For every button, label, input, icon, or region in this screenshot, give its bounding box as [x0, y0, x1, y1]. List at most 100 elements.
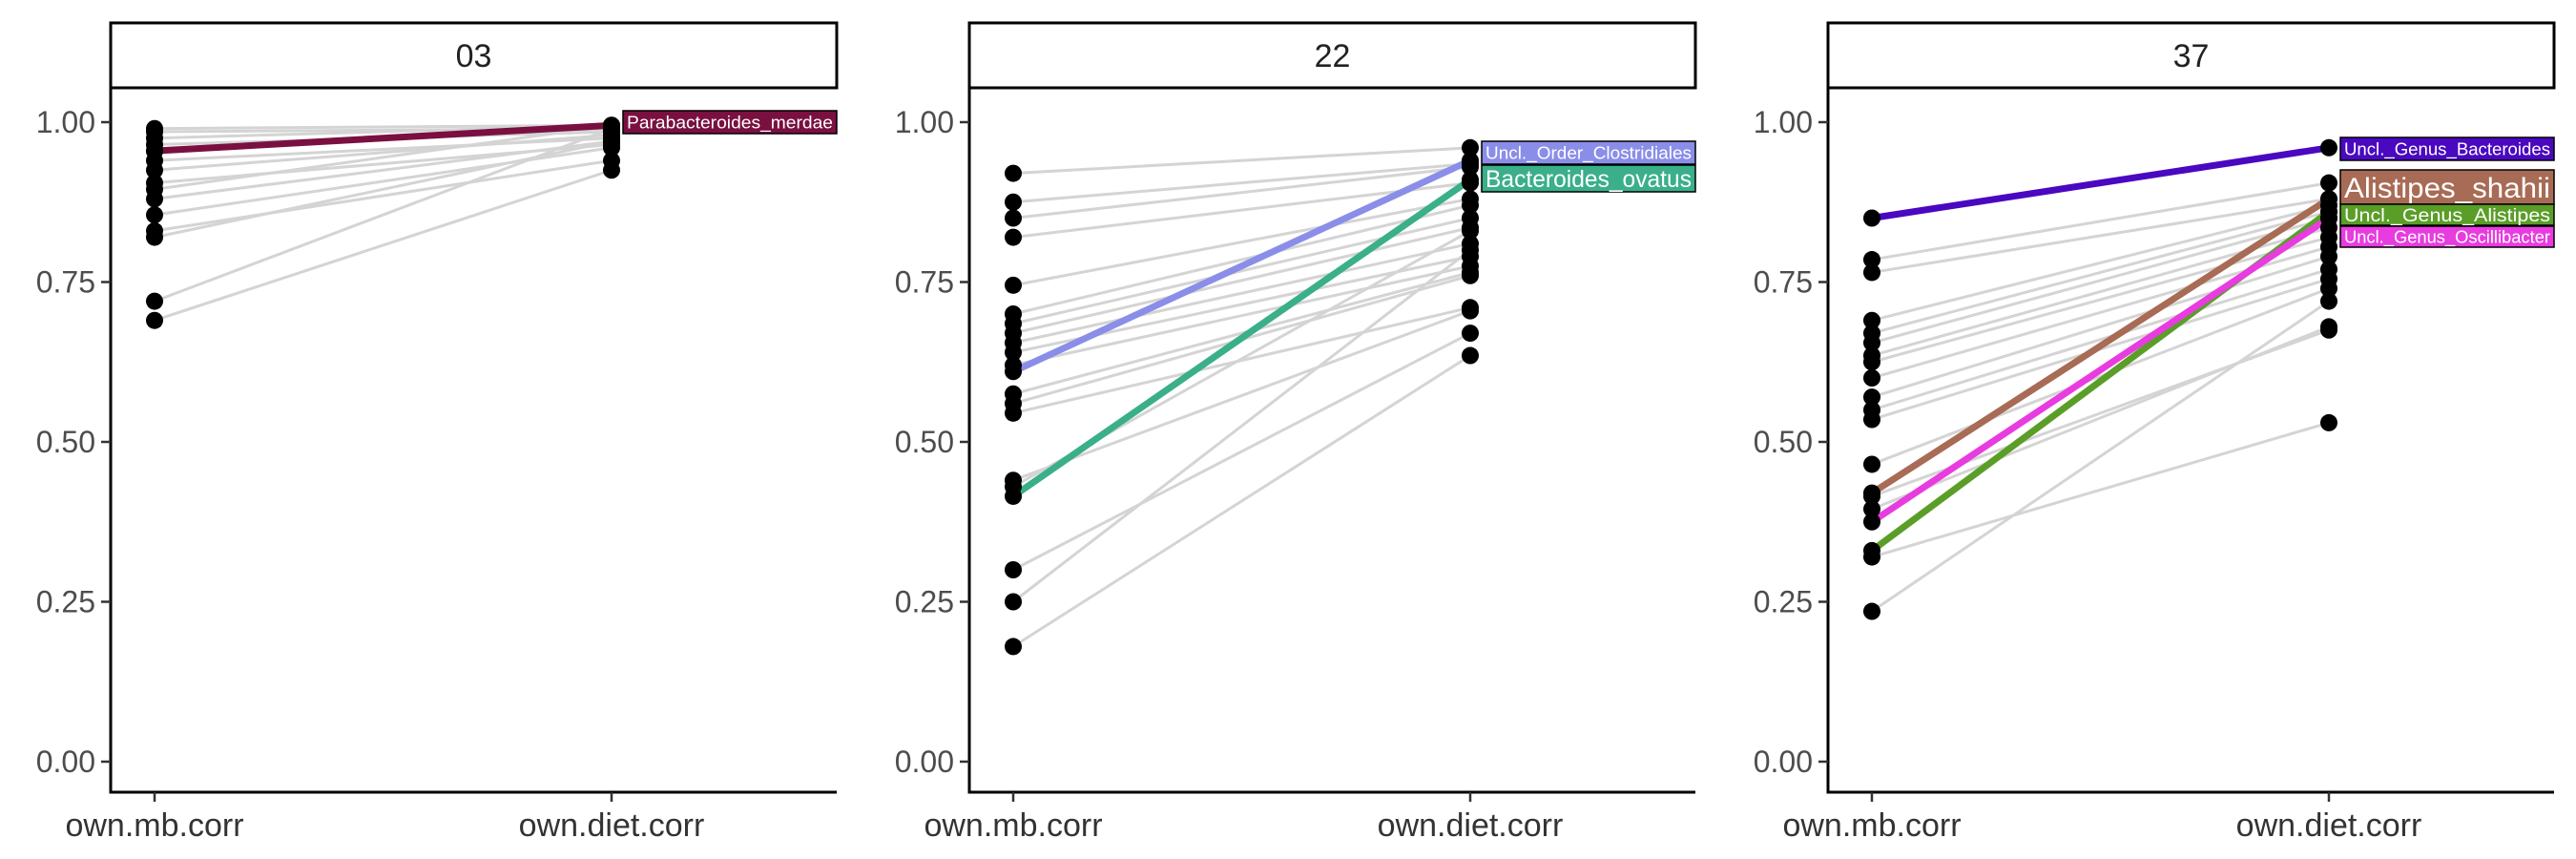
series-line: [1871, 325, 2330, 511]
data-point: [1863, 334, 1880, 352]
series-label: Uncl._Genus_Bacteroides: [2344, 139, 2550, 159]
y-tick-label: 0.75: [895, 265, 954, 300]
series-line: [1012, 248, 1471, 603]
data-point: [1005, 193, 1022, 211]
series-line: [1871, 300, 2330, 613]
data-point: [2320, 174, 2337, 192]
series-line: [1012, 181, 1471, 240]
series-line: [1012, 264, 1471, 367]
y-tick-label: 0.25: [1754, 585, 1813, 619]
data-point: [2320, 138, 2337, 157]
series-label: Uncl._Genus_Alistipes: [2344, 206, 2550, 226]
series-line: [154, 133, 613, 172]
series-line: [1871, 236, 2330, 364]
series-label: Bacteroides_ovatus: [1485, 166, 1692, 193]
x-category-label: own.mb.corr: [1782, 807, 1961, 844]
y-tick-label: 1.00: [36, 105, 95, 139]
highlight-line-Bacteroides_ovatus: [1009, 176, 1474, 500]
y-tick-label: 0.75: [1754, 265, 1813, 300]
series-line: [154, 123, 613, 191]
data-point: [2320, 190, 2337, 208]
data-point: [1863, 410, 1880, 429]
data-point: [1462, 197, 1479, 215]
highlight-line-Uncl._Genus_Bacteroides: [1868, 144, 2333, 221]
data-point: [1863, 541, 1880, 559]
y-tick-label: 0.25: [895, 585, 954, 619]
y-tick-label: 0.00: [895, 744, 954, 779]
data-point: [146, 190, 163, 208]
series-line: [1012, 146, 1471, 176]
data-point: [1005, 593, 1022, 611]
data-point: [1005, 404, 1022, 422]
x-category-label: own.mb.corr: [924, 807, 1102, 844]
series-line: [154, 158, 613, 233]
series-line: [1012, 197, 1471, 287]
data-point: [1462, 221, 1479, 240]
data-point: [2320, 413, 2337, 431]
x-category-label: own.mb.corr: [65, 807, 243, 844]
data-point: [1462, 325, 1479, 343]
data-point: [1863, 209, 1880, 227]
data-point: [1863, 311, 1880, 329]
series-label: Uncl._Order_Clostridiales: [1485, 143, 1692, 163]
series-line: [1012, 162, 1471, 204]
data-point: [1005, 276, 1022, 294]
panel-22: 22 0.00 0.25 0.50 0.75 1.00 own.mb.corr own.die…: [895, 21, 1697, 844]
panel-37: 37 0.00 0.25 0.50 0.75 1.00 own.mb.corr own.die…: [1754, 21, 2556, 844]
data-point: [1863, 263, 1880, 282]
series-line: [1012, 309, 1471, 482]
data-point: [1863, 513, 1880, 531]
data-point: [146, 311, 163, 329]
data-point: [2320, 247, 2337, 265]
data-point: [2320, 209, 2337, 227]
data-point: [146, 142, 163, 160]
panel-03: 03 0.00 0.25 0.50 0.75 1.00 own.mb.corr own.die…: [36, 21, 839, 844]
data-point: [146, 228, 163, 246]
y-tick-label: 0.75: [36, 265, 95, 300]
data-point: [1462, 266, 1479, 284]
data-point: [1462, 346, 1479, 365]
series-label-box: [2339, 136, 2555, 161]
data-point: [603, 161, 620, 179]
data-point: [1005, 209, 1022, 227]
series-line: [1871, 421, 2330, 559]
x-category-label: own.diet.corr: [519, 807, 705, 844]
series-label: Alistipes_shahii: [2344, 173, 2550, 204]
data-point: [1462, 302, 1479, 320]
series-label: Parabacteroides_merdae: [627, 113, 833, 133]
facet-strip-label: 03: [456, 38, 492, 74]
data-point: [2320, 292, 2337, 310]
y-tick-label: 0.50: [1754, 425, 1813, 459]
series-line: [1012, 241, 1471, 345]
highlight-line-Alistipes_shahii: [1868, 195, 2333, 497]
data-point: [1005, 363, 1022, 381]
series-label-box: [1481, 140, 1696, 165]
data-point: [1863, 602, 1880, 620]
series-line: [154, 127, 613, 304]
data-point: [146, 206, 163, 224]
series-label-box: [2339, 225, 2555, 248]
data-point: [1863, 388, 1880, 407]
data-point: [1005, 487, 1022, 505]
data-point: [1005, 561, 1022, 578]
series-label-box: [2339, 203, 2555, 226]
data-point: [1462, 171, 1479, 189]
data-point: [1863, 353, 1880, 371]
series-label: Uncl._Genus_Oscillibacter: [2344, 227, 2550, 247]
data-point: [1863, 369, 1880, 387]
data-point: [603, 133, 620, 151]
series-line: [1871, 217, 2330, 345]
series-line: [1012, 203, 1471, 316]
series-line: [154, 168, 613, 323]
data-point: [146, 161, 163, 179]
data-point: [2320, 318, 2337, 336]
series-line: [1012, 271, 1471, 396]
data-point: [603, 116, 620, 135]
series-line: [1871, 197, 2330, 274]
series-line: [154, 139, 613, 200]
data-point: [2320, 280, 2337, 298]
series-line: [1871, 203, 2330, 323]
y-tick-label: 0.50: [895, 425, 954, 459]
data-point: [1863, 484, 1880, 502]
y-tick-label: 1.00: [1754, 105, 1813, 139]
